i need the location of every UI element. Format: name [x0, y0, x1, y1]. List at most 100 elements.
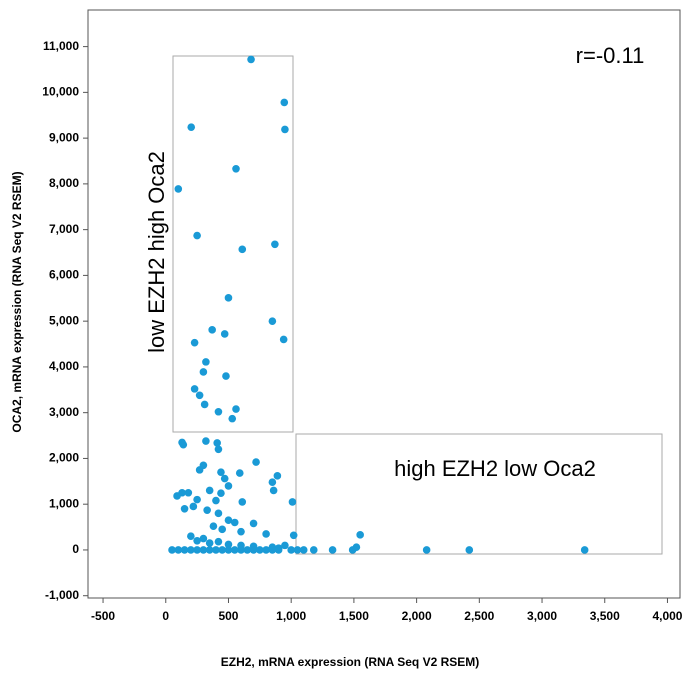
- point: [205, 546, 214, 554]
- point: [281, 125, 289, 134]
- x-tick-label: 1,500: [339, 609, 369, 623]
- point: [262, 530, 270, 538]
- point: [237, 527, 245, 536]
- point: [199, 534, 208, 543]
- point: [280, 98, 289, 107]
- point: [184, 488, 193, 497]
- y-axis-title: OCA2, mRNA expression (RNA Seq V2 RSEM): [10, 171, 24, 432]
- y-tick-label: 4,000: [49, 359, 79, 373]
- point: [218, 525, 227, 534]
- point: [352, 543, 361, 552]
- point: [213, 439, 221, 447]
- point: [203, 506, 211, 514]
- point: [189, 502, 198, 511]
- point: [168, 546, 176, 554]
- point: [279, 335, 288, 344]
- point: [222, 372, 230, 380]
- point: [228, 414, 237, 423]
- point: [268, 546, 277, 554]
- x-tick-label: 500: [218, 609, 238, 623]
- point: [249, 519, 258, 528]
- x-tick-label: 3,500: [590, 609, 620, 623]
- point: [274, 546, 283, 554]
- point: [309, 546, 318, 554]
- x-tick-label: 2,500: [464, 609, 494, 623]
- point: [247, 55, 255, 64]
- point: [220, 474, 229, 483]
- y-tick-label: 8,000: [49, 176, 79, 190]
- point: [224, 540, 233, 549]
- point: [217, 468, 225, 476]
- point: [422, 546, 431, 554]
- point: [214, 407, 223, 416]
- point: [288, 498, 297, 506]
- plot-frame: [87, 9, 681, 599]
- x-tick-label: 1,000: [276, 609, 306, 623]
- point: [208, 326, 216, 334]
- highlight-box: [295, 433, 663, 555]
- point: [193, 231, 201, 240]
- point: [235, 469, 244, 477]
- point: [202, 437, 210, 445]
- y-tick-label: 10,000: [42, 85, 79, 99]
- point: [224, 546, 233, 554]
- y-tick-label: 0: [72, 542, 79, 556]
- point: [193, 537, 201, 545]
- point: [281, 541, 289, 550]
- annotation: high EZH2 low Oca2: [394, 456, 596, 481]
- point: [199, 546, 208, 554]
- y-tick-label: 11,000: [43, 39, 79, 53]
- point: [209, 522, 218, 530]
- point: [199, 368, 208, 376]
- y-tick-label: 6,000: [49, 268, 79, 282]
- point: [214, 509, 223, 518]
- point: [200, 400, 209, 409]
- point: [328, 546, 337, 554]
- point: [214, 537, 223, 546]
- point: [252, 458, 260, 466]
- annotation: low EZH2 high Oca2: [144, 151, 169, 353]
- point: [230, 518, 239, 527]
- point: [205, 486, 214, 495]
- y-tick-label: 5,000: [49, 313, 79, 327]
- annotation: r=-0.11: [576, 43, 645, 68]
- point: [212, 496, 220, 505]
- point: [202, 358, 210, 366]
- x-tick-label: 0: [162, 609, 169, 623]
- point: [224, 294, 233, 302]
- point: [268, 478, 277, 487]
- point: [465, 546, 474, 554]
- point: [256, 546, 264, 554]
- point: [232, 405, 240, 413]
- point: [217, 489, 225, 498]
- point: [193, 495, 201, 504]
- y-tick-label: 1,000: [49, 496, 79, 510]
- point: [269, 486, 278, 495]
- y-tick-label: -1,000: [45, 588, 79, 602]
- x-tick-label: -500: [91, 609, 115, 623]
- x-tick-label: 2,000: [402, 609, 432, 623]
- point: [237, 546, 245, 554]
- point: [174, 185, 183, 193]
- y-tick-label: 9,000: [49, 130, 79, 144]
- point: [214, 445, 223, 454]
- highlight-box: [172, 55, 294, 433]
- point: [174, 546, 183, 554]
- point: [195, 466, 204, 474]
- point: [238, 245, 247, 254]
- point: [193, 546, 201, 554]
- x-axis-title: EZH2, mRNA expression (RNA Seq V2 RSEM): [221, 655, 480, 669]
- point: [580, 546, 589, 554]
- point: [232, 164, 240, 173]
- point: [220, 330, 229, 338]
- point: [262, 546, 270, 554]
- point: [212, 546, 220, 554]
- point: [195, 391, 204, 400]
- point: [299, 546, 308, 554]
- point: [289, 531, 298, 540]
- y-tick-label: 3,000: [49, 405, 79, 419]
- point: [187, 546, 195, 554]
- point: [238, 498, 247, 506]
- point: [218, 546, 227, 554]
